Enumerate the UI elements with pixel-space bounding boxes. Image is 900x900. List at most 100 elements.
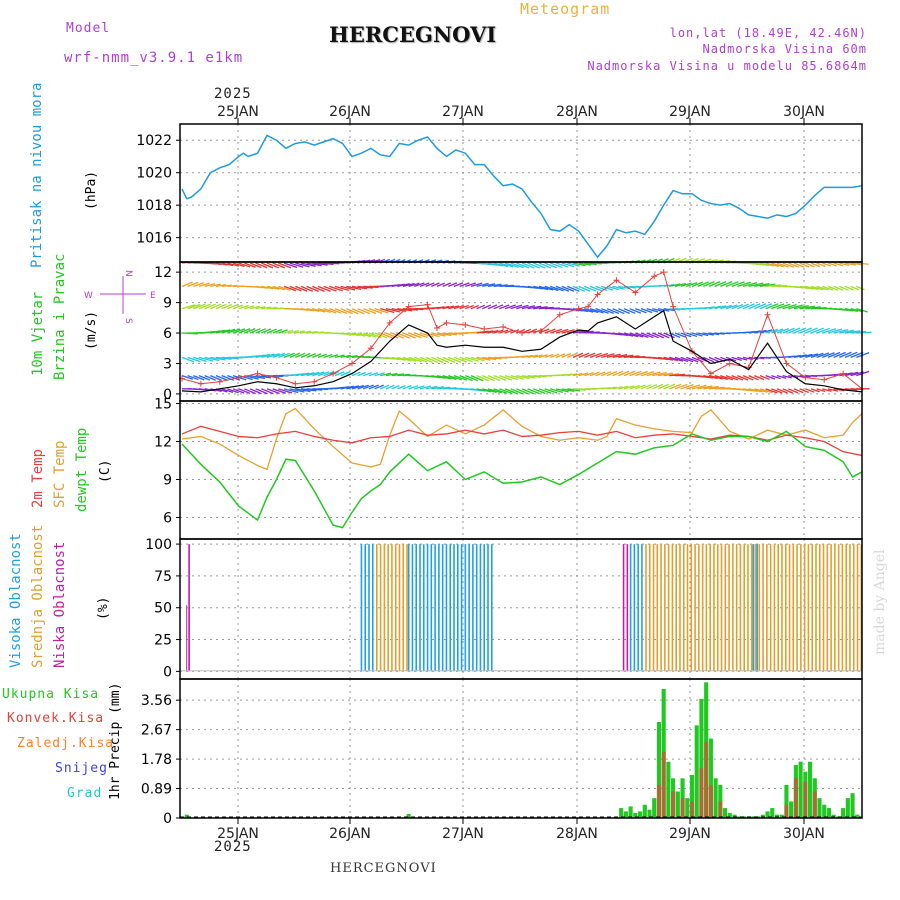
precip-bar-total [628,806,633,818]
wind-arrow [652,371,667,377]
wind-arrow [493,329,504,334]
wind-arrow [782,327,795,334]
wind-arrow [431,374,446,379]
wind-arrow [340,385,355,390]
precip-bar-convective [803,781,808,818]
wind-gust-marker [197,380,204,387]
wind-arrow [776,375,787,379]
wind-arrow [306,262,322,267]
wind-arrow [669,383,682,390]
wind-arrow [720,356,731,362]
wind-arrow [351,285,368,290]
wind-arrow [521,262,535,269]
wind-arrow [674,383,688,390]
day-label-top: 29JAN [669,104,711,120]
wind-arrow [272,262,286,269]
wind-arrow [555,388,569,393]
wind-arrow [708,332,720,336]
wind-arrow [312,262,328,266]
wind-arrow [470,282,483,287]
wind-arrow [204,303,216,310]
wind-arrow [351,332,366,337]
wind-arrow [640,384,652,390]
wind-arrow [380,372,392,377]
wind-arrow [300,285,314,292]
wind-arrow [567,352,578,358]
wind-arrow [249,388,262,395]
wind-arrow [346,385,360,390]
station-title: HERCEGNOVI [329,22,497,47]
wind-arrow [295,372,310,377]
wind-gust-marker [585,303,592,310]
wind-arrow [187,281,199,287]
ytick-label-cloud: 100 [145,537,172,553]
wind-arrow [544,353,554,358]
wind-arrow [612,354,628,359]
wind-arrow [856,285,865,291]
wind-arrow [663,332,675,339]
wind-arrow [431,386,444,390]
precip-bar-total [779,814,784,818]
wind-arrow [799,327,812,334]
wind-arrow [578,372,589,377]
wind-arrow [232,328,246,334]
wind-arrow [363,372,372,377]
wind-arrow [833,388,845,392]
wind-arrow [249,374,266,380]
wind-arrow [187,375,199,381]
wind-arrow [306,330,318,334]
wind-arrow [714,305,727,310]
wind-arrow [238,304,249,310]
wind-arrow [516,262,530,269]
ytick-label-precip: 0.89 [141,782,172,798]
wind-arrow [850,285,860,291]
wind-arrow [306,285,319,292]
wind-arrow [555,285,569,292]
wind-arrow [255,262,268,269]
ytick-label-wind: 12 [154,265,172,281]
wind-arrow [510,375,524,380]
wind-arrow [374,384,384,390]
wind-arrow [476,356,491,361]
wind-arrow [544,388,558,394]
wind-arrow [419,356,433,363]
wind-arrow [561,388,575,393]
wind-arrow [380,332,393,339]
wind-arrow [555,328,569,334]
wind-arrow [623,332,639,338]
wind-arrow [663,283,675,287]
wind-arrow [629,370,642,377]
wind-arrow [402,332,416,339]
wind-arrow [612,386,623,390]
wind-arrow [805,285,819,291]
coords-text: lon,lat (18.49E, 42.46N) [669,26,867,40]
wind-arrow [771,303,785,310]
wind-arrow [691,281,704,287]
legend-freezing-rain: Zaledj.Kisa [17,736,115,751]
wind-compass: N S W E [84,270,156,324]
legend-hail: Grad [67,786,103,801]
wind-arrow [317,285,331,292]
wind-gust-marker [216,378,223,385]
wind-arrow [561,329,575,334]
wind-arrow [737,356,748,361]
day-label-top: 30JAN [783,104,825,120]
wind-arrow [357,371,367,377]
wind-arrow [720,304,732,310]
wind-arrow [533,388,546,395]
wind-arrow [499,388,513,395]
wind-arrow [442,282,451,287]
wind-arrow [810,388,820,393]
wind-arrow [567,373,578,377]
day-label-bottom: 30JAN [783,826,825,842]
wind-arrow [300,372,315,377]
wind-arrow [567,285,580,292]
wind-arrow [261,328,272,334]
precip-bar-total [774,814,780,818]
wind-arrow [380,308,395,314]
wind-arrow [827,285,839,291]
wind-arrow [555,262,569,268]
wind-arrow [765,303,779,310]
wind-arrow [193,282,205,287]
precip-bar-convective [784,804,789,818]
